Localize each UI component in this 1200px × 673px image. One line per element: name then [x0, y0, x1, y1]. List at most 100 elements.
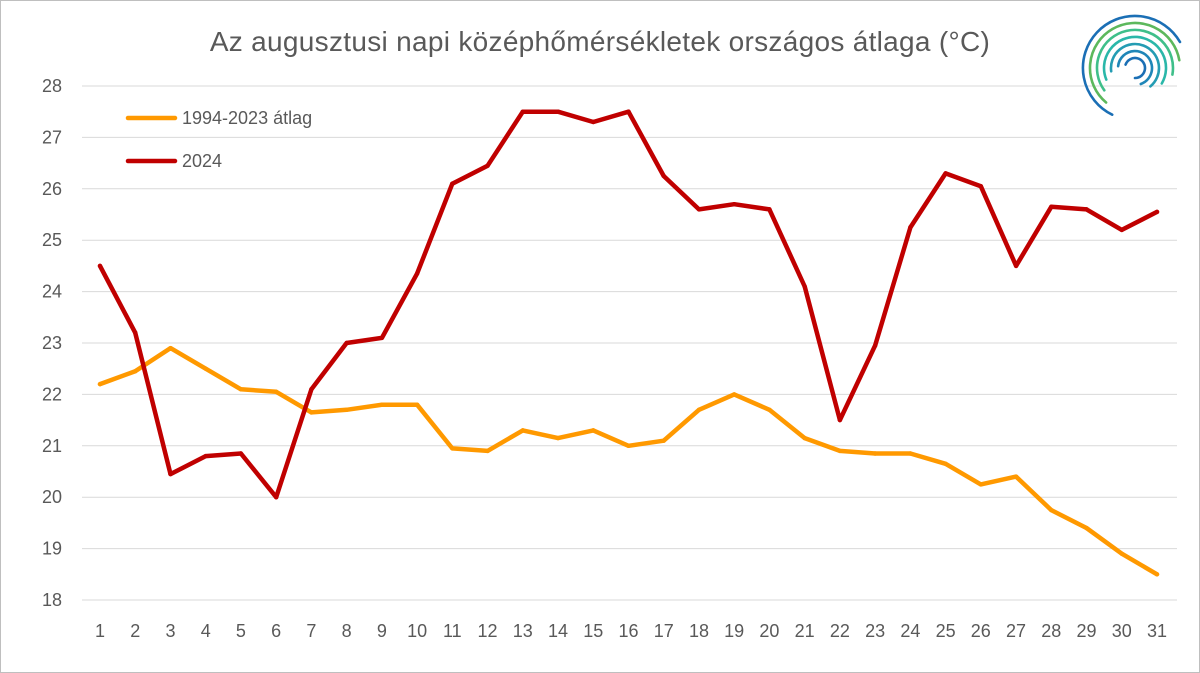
legend-label: 1994-2023 átlag: [182, 108, 312, 128]
x-tick-label: 27: [1006, 621, 1026, 641]
data-point: [802, 435, 807, 441]
x-tick-label: 7: [306, 621, 316, 641]
data-point: [273, 389, 279, 395]
logo-arc: [1109, 42, 1161, 88]
x-tick-label: 29: [1077, 621, 1097, 641]
x-tick-label: 20: [759, 621, 779, 641]
data-point: [767, 207, 772, 212]
x-tick-label: 16: [618, 621, 638, 641]
logo-arc: [1124, 56, 1147, 80]
series-line: [97, 109, 1160, 500]
data-point: [802, 284, 807, 289]
chart-title: Az augusztusi napi középhőmérsékletek or…: [209, 26, 991, 57]
series-line: [97, 345, 1160, 577]
data-point: [450, 446, 455, 451]
x-tick-label: 28: [1041, 621, 1061, 641]
data-point: [626, 443, 631, 448]
data-point: [872, 451, 878, 456]
y-tick-label: 19: [42, 539, 62, 559]
y-tick-label: 18: [42, 590, 62, 610]
data-point: [203, 453, 208, 459]
data-point: [1154, 209, 1160, 215]
logo-arc: [1081, 14, 1182, 116]
data-point: [872, 343, 878, 348]
data-point: [943, 461, 948, 466]
gridlines: [82, 85, 1177, 601]
data-point: [414, 402, 420, 407]
data-point: [238, 451, 244, 456]
legend-label: 2024: [182, 151, 222, 171]
data-point: [908, 451, 913, 456]
data-point: [555, 109, 561, 114]
data-point: [133, 330, 138, 335]
data-point: [379, 402, 385, 407]
data-point: [344, 340, 349, 346]
series-1: [97, 109, 1160, 500]
x-tick-label: 24: [900, 621, 920, 641]
data-point: [1084, 525, 1089, 531]
x-tick-label: 22: [830, 621, 850, 641]
data-point: [591, 119, 596, 125]
x-tick-label: 11: [443, 621, 462, 641]
data-point: [450, 181, 455, 186]
logo-icon: [1081, 14, 1182, 116]
data-point: [309, 387, 314, 392]
x-tick-label: 23: [865, 621, 885, 641]
data-point: [1084, 207, 1089, 212]
x-tick-label: 15: [583, 621, 603, 641]
y-tick-label: 24: [42, 282, 62, 302]
data-point: [485, 448, 490, 454]
y-tick-label: 25: [42, 230, 62, 250]
data-point: [731, 392, 737, 397]
x-tick-label: 1: [95, 621, 105, 641]
series-0: [97, 345, 1160, 577]
data-point: [696, 407, 702, 413]
x-tick-label: 21: [795, 621, 815, 641]
data-point: [1119, 551, 1124, 556]
y-tick-label: 28: [42, 76, 62, 96]
x-tick-label: 6: [271, 621, 281, 641]
data-point: [661, 438, 666, 443]
data-point: [767, 407, 772, 413]
data-point: [837, 448, 843, 454]
data-point: [309, 410, 314, 415]
data-point: [943, 171, 948, 176]
x-tick-label: 31: [1147, 621, 1167, 641]
x-tick-label: 8: [342, 621, 352, 641]
logo-arc: [1095, 28, 1175, 92]
data-point: [203, 366, 208, 371]
x-tick-label: 4: [201, 621, 211, 641]
y-tick-label: 23: [42, 333, 62, 353]
x-tick-label: 9: [377, 621, 387, 641]
y-axis-ticks: 18 19 20 21 22 23 24 25 26 27 28: [42, 76, 62, 610]
x-tick-label: 12: [478, 621, 498, 641]
x-tick-label: 30: [1112, 621, 1132, 641]
x-tick-label: 19: [724, 621, 744, 641]
data-point: [696, 207, 702, 212]
data-point: [379, 335, 385, 341]
y-tick-label: 26: [42, 179, 62, 199]
data-point: [1013, 263, 1019, 269]
legend: 1994-2023 átlag 2024: [125, 108, 312, 171]
logo-arc: [1102, 35, 1168, 85]
y-tick-label: 20: [42, 487, 62, 507]
x-tick-label: 3: [165, 621, 175, 641]
x-tick-label: 14: [548, 621, 568, 641]
data-point: [908, 225, 913, 230]
x-tick-label: 13: [513, 621, 533, 641]
data-point: [97, 263, 103, 269]
data-point: [978, 184, 984, 189]
data-point: [591, 428, 596, 433]
data-point: [555, 435, 561, 441]
logo-arc: [1088, 21, 1181, 104]
data-point: [168, 345, 173, 351]
data-point: [837, 417, 843, 423]
data-point: [978, 482, 984, 487]
x-tick-label: 26: [971, 621, 991, 641]
x-tick-label: 2: [130, 621, 140, 641]
y-tick-label: 22: [42, 384, 62, 404]
data-point: [661, 173, 666, 179]
data-point: [168, 471, 173, 477]
